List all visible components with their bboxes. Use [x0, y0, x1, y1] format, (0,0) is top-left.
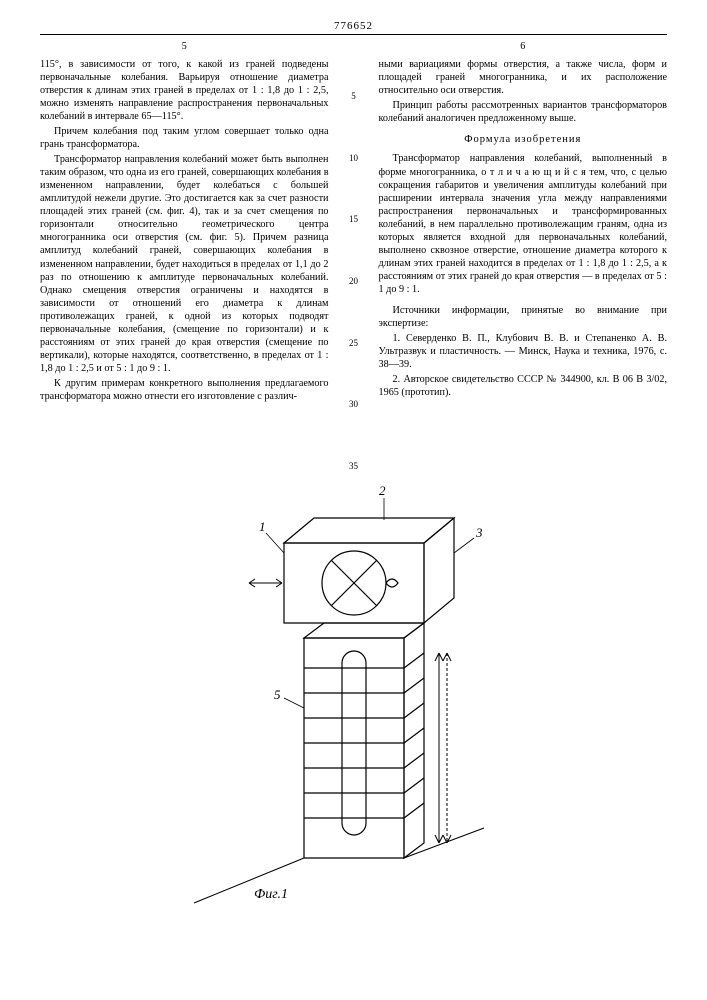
callout-2: 2: [379, 483, 386, 498]
paragraph: Принцип работы рассмотренных вариантов т…: [379, 99, 668, 125]
line-marker: 20: [347, 276, 361, 288]
figure-1: 1 2 3 5 Фиг.1: [40, 483, 667, 913]
callout-5: 5: [274, 687, 281, 702]
paragraph: Трансформатор направления колебаний може…: [40, 153, 329, 375]
line-marker: 30: [347, 399, 361, 411]
callout-3: 3: [475, 525, 483, 540]
sources-title: Источники информации, принятые во вниман…: [379, 304, 668, 330]
line-marker: 5: [347, 91, 361, 103]
horizontal-rule: [40, 34, 667, 35]
source-item: 1. Северденко В. П., Клубович В. В. и Ст…: [379, 332, 668, 371]
right-column: 6 ными вариациями формы отверстия, а так…: [379, 41, 668, 473]
formula-title: Формула изобретения: [379, 133, 668, 146]
left-column: 5 115°, в зависимости от того, к какой и…: [40, 41, 329, 473]
callout-1: 1: [259, 519, 266, 534]
line-number-gutter: 5 10 15 20 25 30 35: [347, 41, 361, 473]
line-marker: 10: [347, 153, 361, 165]
source-item: 2. Авторское свидетельство СССР № 344900…: [379, 373, 668, 399]
line-marker: 25: [347, 338, 361, 350]
paragraph: Причем колебания под таким углом соверша…: [40, 125, 329, 151]
text-columns: 5 115°, в зависимости от того, к какой и…: [40, 41, 667, 473]
polyhedron-diagram-icon: 1 2 3 5 Фиг.1: [154, 483, 554, 913]
figure-label: Фиг.1: [254, 887, 288, 902]
paragraph: К другим примерам конкретного выполнения…: [40, 377, 329, 403]
line-marker: 15: [347, 214, 361, 226]
paragraph: 115°, в зависимости от того, к какой из …: [40, 58, 329, 123]
formula-paragraph: Трансформатор направления колебаний, вып…: [379, 152, 668, 296]
patent-number: 776652: [40, 20, 667, 32]
paragraph: ными вариациями формы отверстия, а также…: [379, 58, 668, 97]
left-column-number: 5: [40, 41, 329, 54]
line-marker: 35: [347, 461, 361, 473]
right-column-number: 6: [379, 41, 668, 54]
